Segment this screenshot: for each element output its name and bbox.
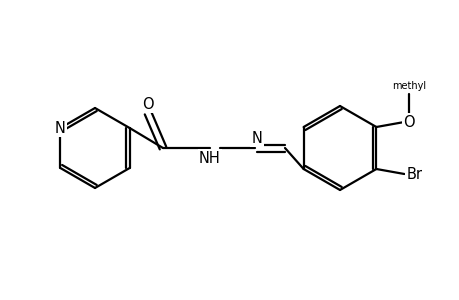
Text: O: O <box>142 97 153 112</box>
Text: NH: NH <box>199 151 220 166</box>
Text: N: N <box>55 121 66 136</box>
Text: Br: Br <box>405 167 421 182</box>
Text: O: O <box>403 115 414 130</box>
Text: N: N <box>251 130 262 146</box>
Text: methyl: methyl <box>392 81 425 91</box>
